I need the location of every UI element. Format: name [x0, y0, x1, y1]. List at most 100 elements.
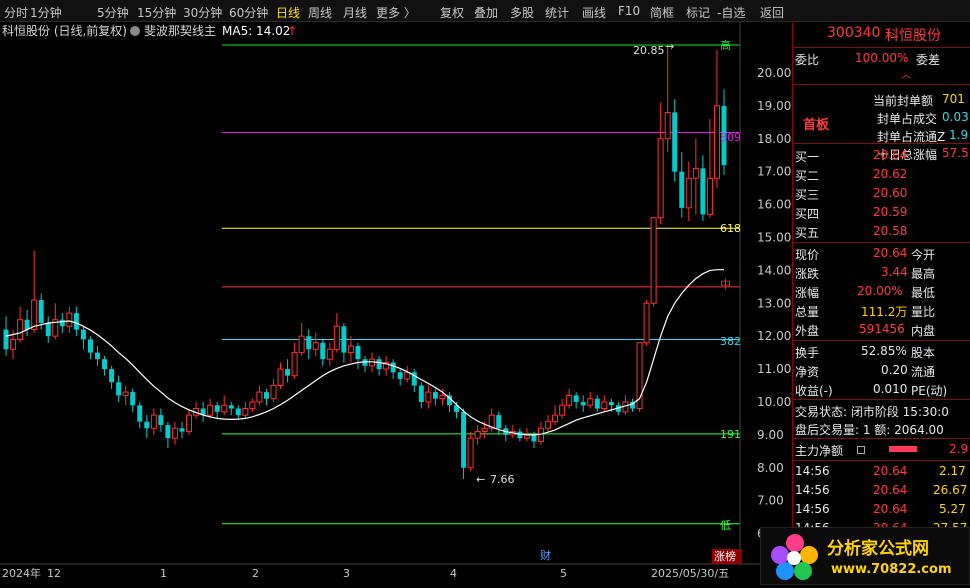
- candle[interactable]: [59, 313, 65, 333]
- candle[interactable]: [601, 395, 608, 412]
- candle[interactable]: [587, 392, 594, 409]
- candle[interactable]: [397, 369, 403, 386]
- candle[interactable]: [721, 89, 727, 175]
- chevron-down-icon[interactable]: [857, 446, 865, 454]
- candle[interactable]: [685, 161, 692, 222]
- candle[interactable]: [144, 415, 150, 439]
- tab-monthly[interactable]: 月线: [343, 6, 368, 20]
- candle[interactable]: [509, 424, 516, 439]
- candle[interactable]: [517, 428, 523, 442]
- candle[interactable]: [573, 392, 579, 409]
- candle[interactable]: [165, 421, 171, 449]
- candle[interactable]: [418, 382, 424, 409]
- candle[interactable]: [298, 323, 305, 356]
- candle[interactable]: [404, 365, 411, 383]
- candle[interactable]: [73, 306, 79, 337]
- candle[interactable]: [130, 388, 136, 412]
- candle[interactable]: [80, 326, 86, 350]
- candle[interactable]: [467, 431, 474, 472]
- candle[interactable]: [31, 250, 38, 333]
- collapse-chevron-icon[interactable]: ︿: [901, 70, 911, 81]
- candle[interactable]: [249, 398, 256, 412]
- candle[interactable]: [383, 355, 390, 376]
- kline-chart-area[interactable]: 20.00 19.00 18.00 17.00 16.00 15.00 14.00 13.00…: [0, 22, 792, 585]
- candle[interactable]: [45, 316, 51, 343]
- rank-mark[interactable]: 涨榜: [714, 549, 736, 563]
- simple-frame-button[interactable]: 简框: [650, 6, 675, 20]
- candle[interactable]: [200, 401, 206, 422]
- tab-weekly[interactable]: 周线: [308, 6, 333, 20]
- draw-line-button[interactable]: 画线: [582, 6, 607, 20]
- candle[interactable]: [270, 378, 277, 402]
- candle[interactable]: [706, 119, 713, 218]
- candle[interactable]: [228, 401, 234, 416]
- candle[interactable]: [158, 408, 164, 432]
- candle[interactable]: [102, 355, 108, 376]
- candle[interactable]: [580, 395, 586, 412]
- bid4-price[interactable]: 20.59: [873, 205, 908, 219]
- tab-1min[interactable]: 1分钟: [30, 6, 62, 20]
- mark-button[interactable]: 标记: [686, 6, 711, 20]
- candle[interactable]: [221, 395, 228, 416]
- candle[interactable]: [362, 355, 368, 373]
- candle[interactable]: [285, 359, 291, 383]
- bid2-price[interactable]: 20.62: [873, 167, 908, 181]
- bid3-price[interactable]: 20.60: [873, 186, 908, 200]
- candle[interactable]: [256, 385, 263, 406]
- candle[interactable]: [137, 401, 143, 429]
- candle[interactable]: [425, 385, 432, 409]
- candle[interactable]: [207, 398, 214, 419]
- candle[interactable]: [326, 342, 333, 366]
- candle[interactable]: [461, 408, 467, 479]
- candle[interactable]: [150, 408, 157, 435]
- tab-5min[interactable]: 5分钟: [97, 6, 129, 20]
- candle[interactable]: [700, 155, 706, 222]
- tab-30min[interactable]: 30分钟: [183, 6, 223, 20]
- candle[interactable]: [320, 339, 326, 366]
- candle[interactable]: [629, 398, 635, 412]
- candle[interactable]: [87, 336, 93, 360]
- candle[interactable]: [186, 408, 193, 435]
- candle[interactable]: [559, 398, 566, 419]
- candle[interactable]: [38, 293, 44, 330]
- candle[interactable]: [179, 421, 185, 439]
- candle[interactable]: [503, 424, 509, 442]
- candle[interactable]: [636, 342, 643, 412]
- candle[interactable]: [411, 369, 417, 393]
- candle[interactable]: [341, 323, 347, 363]
- candle[interactable]: [333, 313, 340, 353]
- tab-daily[interactable]: 日线: [276, 6, 301, 20]
- finance-mark[interactable]: 财: [540, 548, 551, 562]
- candle[interactable]: [235, 405, 241, 419]
- candle[interactable]: [116, 375, 122, 402]
- tab-more[interactable]: 更多 〉: [376, 6, 416, 20]
- bid5-price[interactable]: 20.58: [873, 224, 908, 238]
- candle[interactable]: [390, 359, 396, 379]
- candle[interactable]: [672, 99, 678, 182]
- candle[interactable]: [52, 303, 59, 340]
- tab-minute[interactable]: 分时: [4, 6, 29, 20]
- candle[interactable]: [171, 421, 178, 445]
- candle[interactable]: [306, 329, 312, 360]
- candle[interactable]: [432, 388, 438, 406]
- candle[interactable]: [242, 401, 249, 419]
- candle[interactable]: [615, 401, 621, 416]
- candle[interactable]: [664, 45, 671, 152]
- candle[interactable]: [488, 408, 495, 432]
- candle[interactable]: [650, 217, 657, 307]
- candle[interactable]: [474, 424, 481, 445]
- candle[interactable]: [552, 405, 559, 425]
- candle[interactable]: [657, 102, 664, 225]
- candle[interactable]: [692, 138, 699, 215]
- indicator-toggle-icon[interactable]: [130, 26, 140, 36]
- candle[interactable]: [355, 342, 361, 370]
- candle[interactable]: [679, 151, 685, 218]
- candle[interactable]: [122, 385, 129, 406]
- candle[interactable]: [263, 388, 269, 406]
- candle[interactable]: [496, 411, 502, 435]
- back-button[interactable]: 返回: [760, 6, 785, 20]
- restore-rights-button[interactable]: 复权: [440, 6, 465, 20]
- candle[interactable]: [95, 346, 101, 366]
- candle[interactable]: [193, 401, 200, 419]
- tab-15min[interactable]: 15分钟: [137, 6, 177, 20]
